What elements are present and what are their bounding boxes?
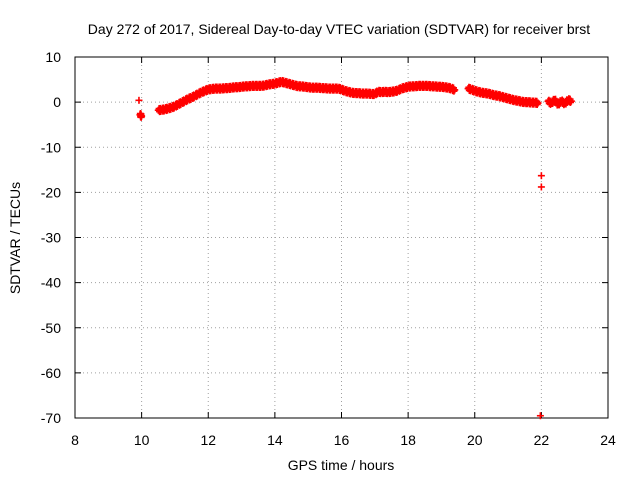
x-tick-label: 22: [534, 432, 550, 448]
data-point: [451, 86, 459, 94]
y-tick-label: -30: [41, 230, 61, 246]
y-tick-label: -10: [41, 139, 61, 155]
y-axis-label: SDTVAR / TECUs: [7, 182, 23, 294]
x-tick-label: 12: [200, 432, 216, 448]
x-tick-label: 8: [71, 432, 79, 448]
data-point: [536, 412, 544, 420]
axis-ticks: 10 0 -10 -20 -30 -40 -50 -60 -70 8 10 12 14 16 18 20 22 2…: [41, 49, 616, 448]
y-tick-label: -50: [41, 320, 61, 336]
data-point: [138, 112, 146, 120]
y-tick-label: -40: [41, 275, 61, 291]
x-tick-label: 14: [267, 432, 283, 448]
y-tick-label: 0: [53, 94, 61, 110]
x-tick-label: 10: [134, 432, 150, 448]
grid-lines: [75, 57, 608, 418]
x-tick-label: 24: [600, 432, 616, 448]
data-point: [135, 96, 143, 104]
y-tick-label: -60: [41, 365, 61, 381]
x-tick-label: 20: [467, 432, 483, 448]
data-point: [537, 172, 545, 180]
data-points: [135, 76, 575, 420]
x-tick-label: 18: [400, 432, 416, 448]
data-point: [534, 99, 542, 107]
y-tick-label: -70: [41, 410, 61, 426]
data-point: [537, 183, 545, 191]
y-tick-label: -20: [41, 184, 61, 200]
data-point: [567, 97, 575, 105]
x-tick-label: 16: [334, 432, 350, 448]
x-axis-label: GPS time / hours: [288, 457, 395, 473]
y-tick-label: 10: [45, 49, 61, 65]
chart-title: Day 272 of 2017, Sidereal Day-to-day VTE…: [88, 21, 590, 37]
